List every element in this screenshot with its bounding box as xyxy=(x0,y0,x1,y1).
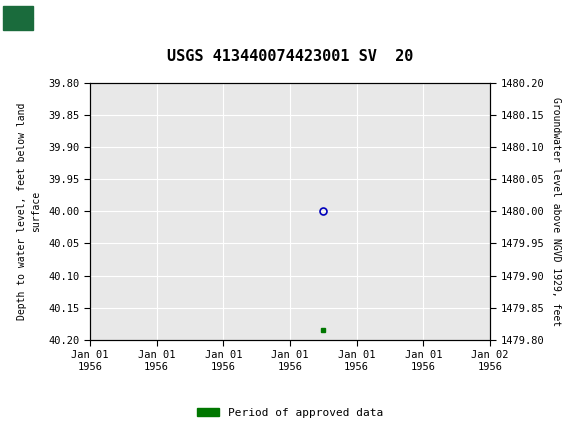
Bar xyxy=(3,6,33,18)
Y-axis label: Groundwater level above NGVD 1929, feet: Groundwater level above NGVD 1929, feet xyxy=(551,97,561,326)
Y-axis label: Depth to water level, feet below land
surface: Depth to water level, feet below land su… xyxy=(17,103,41,320)
Bar xyxy=(3,3,70,37)
Text: USGS: USGS xyxy=(39,11,94,29)
Text: USGS 413440074423001 SV  20: USGS 413440074423001 SV 20 xyxy=(167,49,413,64)
Legend: Period of approved data: Period of approved data xyxy=(193,403,387,422)
Bar xyxy=(3,18,33,30)
